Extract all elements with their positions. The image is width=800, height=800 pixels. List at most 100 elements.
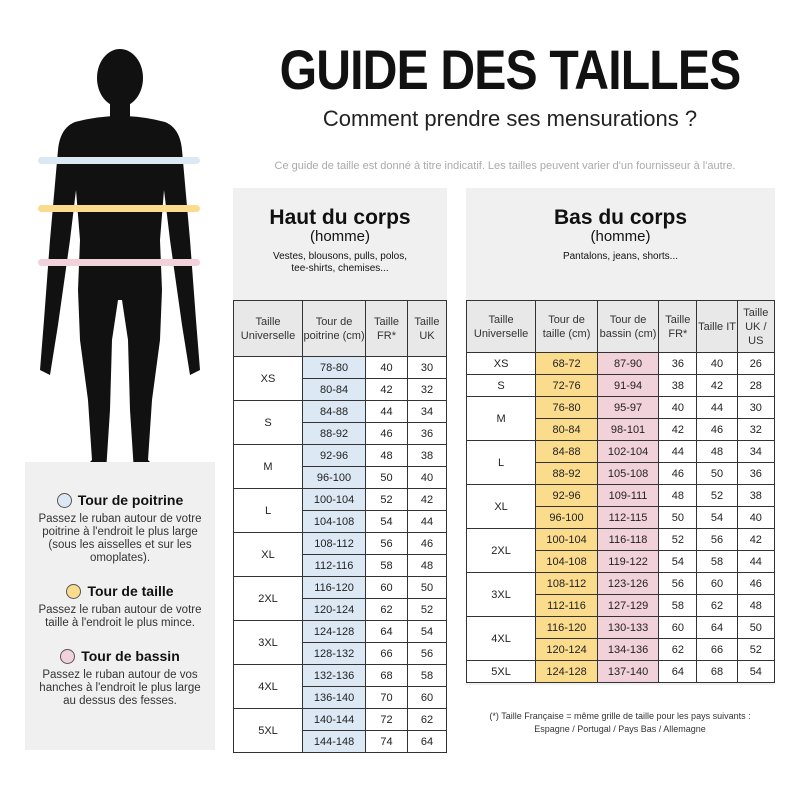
value-cell: 52 [696,484,738,507]
value-cell: 112-116 [535,594,598,617]
value-cell: 46 [658,462,698,485]
value-cell: 42 [365,378,408,401]
value-cell: 68-72 [535,352,598,375]
value-cell: 120-124 [301,598,367,621]
legend-title: Tour de bassin [25,648,215,665]
column-header: Taille FR* [365,300,408,357]
bottom-heading: Bas du corps [553,206,688,229]
table-row: 3XL 108-112 123-126 56 60 46 [465,572,776,617]
value-cell: 112-116 [301,554,367,577]
value-cell: 50 [365,466,408,489]
table-row: L 100-104 52 42 [233,488,448,533]
table-row: 4XL 116-120 130-133 60 64 50 [465,616,776,661]
size-cell: 2XL [465,528,537,573]
value-cell: 42 [736,528,776,551]
size-cell: 4XL [233,664,303,709]
size-cell: L [233,488,303,533]
value-cell: 116-118 [596,528,660,551]
value-cell: 58 [406,664,448,687]
value-cell: 48 [696,440,738,463]
value-cell: 132-136 [301,664,367,687]
value-cell: 44 [736,550,776,573]
value-cell: 136-140 [301,686,367,709]
value-cell: 54 [696,506,738,529]
value-cell: 72-76 [535,374,598,397]
value-cell: 46 [406,532,448,555]
value-cell: 38 [658,374,698,397]
value-cell: 72 [365,708,408,731]
bottom-subheading: (homme) [590,228,651,245]
value-cell: 64 [406,730,448,753]
value-cell: 52 [736,638,776,661]
value-cell: 66 [365,642,408,665]
value-cell: 30 [406,356,448,379]
value-cell: 105-108 [596,462,660,485]
column-header: Tour de poitrine (cm) [301,300,367,357]
top-heading: Haut du corps [269,206,411,229]
value-cell: 40 [406,466,448,489]
column-header: Taille FR* [658,300,698,353]
legend-text: Passez le ruban autour de vos hanches à … [39,669,201,707]
value-cell: 56 [696,528,738,551]
size-cell: XL [233,532,303,577]
size-cell: 3XL [233,620,303,665]
value-cell: 74 [365,730,408,753]
value-cell: 52 [406,598,448,621]
table-row: XS 78-80 40 30 [233,356,448,401]
value-cell: 56 [658,572,698,595]
value-cell: 60 [406,686,448,709]
value-cell: 60 [658,616,698,639]
disclaimer: Ce guide de taille est donné à titre ind… [274,160,736,172]
table-row: M 92-96 48 38 [233,444,448,489]
value-cell: 44 [658,440,698,463]
legend-item: Tour de bassin Passez le ruban autour de … [25,648,215,708]
color-dot-icon [56,493,72,508]
value-cell: 58 [696,550,738,573]
table-row: 2XL 116-120 60 50 [233,576,448,621]
value-cell: 54 [365,510,408,533]
value-cell: 40 [736,506,776,529]
size-cell: XS [465,352,537,375]
legend-item: Tour de poitrine Passez le ruban autour d… [25,492,215,565]
legend-title: Tour de poitrine [25,492,215,509]
value-cell: 38 [406,444,448,467]
table-row: 96-100 50 40 [234,466,448,489]
value-cell: 52 [658,528,698,551]
value-cell: 56 [406,642,448,665]
table-row: M 76-80 95-97 40 44 30 [465,396,776,441]
value-cell: 60 [365,576,408,599]
size-cell: M [233,444,303,489]
value-cell: 76-80 [535,396,598,419]
value-cell: 32 [406,378,448,401]
value-cell: 116-120 [535,616,598,639]
value-cell: 116-120 [301,576,367,599]
column-header: Tour de taille (cm) [535,300,598,353]
value-cell: 64 [696,616,738,639]
value-cell: 144-148 [301,730,367,753]
legend-title-text: Tour de bassin [81,648,180,664]
value-cell: 32 [736,418,776,441]
value-cell: 46 [696,418,738,441]
value-cell: 50 [696,462,738,485]
value-cell: 87-90 [596,352,660,375]
value-cell: 34 [736,440,776,463]
value-cell: 46 [365,422,408,445]
header-row: Taille Universelle Tour de taille (cm) Tou… [465,300,776,353]
value-cell: 46 [736,572,776,595]
value-cell: 52 [365,488,408,511]
value-cell: 50 [658,506,698,529]
value-cell: 78-80 [301,356,367,379]
value-cell: 44 [406,510,448,533]
value-cell: 56 [365,532,408,555]
table-row: 112-116 58 48 [234,554,448,577]
value-cell: 80-84 [535,418,598,441]
column-header: Taille IT [696,300,738,353]
value-cell: 102-104 [596,440,660,463]
value-cell: 36 [406,422,448,445]
value-cell: 38 [736,484,776,507]
column-header: Tour de bassin (cm) [596,300,660,353]
value-cell: 68 [696,660,738,683]
table-row: S 72-76 91-94 38 42 28 [465,374,776,397]
value-cell: 128-132 [301,642,367,665]
